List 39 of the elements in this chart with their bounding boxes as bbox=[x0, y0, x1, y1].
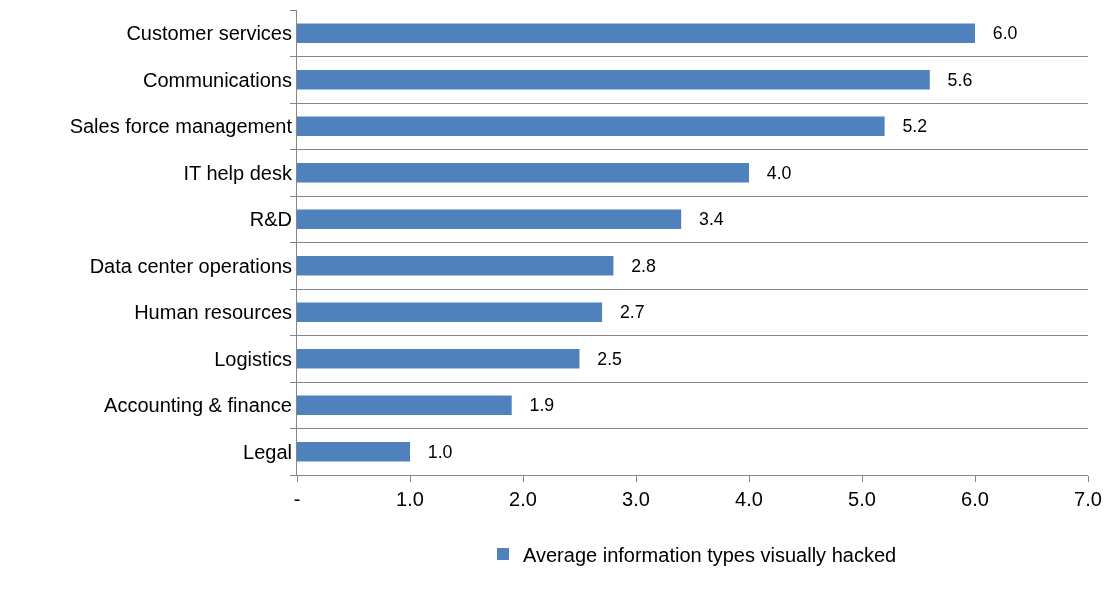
bar bbox=[297, 162, 749, 183]
bar bbox=[297, 69, 930, 90]
bar bbox=[297, 395, 512, 416]
x-tick-label: 7.0 bbox=[1074, 488, 1102, 510]
x-tick-label: 4.0 bbox=[735, 488, 763, 510]
bar bbox=[297, 348, 580, 369]
x-tick-label: 6.0 bbox=[961, 488, 989, 510]
y-tick-label: R&D bbox=[249, 208, 292, 231]
data-label: 5.2 bbox=[887, 116, 928, 137]
data-label: 2.7 bbox=[605, 302, 645, 323]
y-tick-label: Legal bbox=[243, 440, 292, 463]
data-label: 5.6 bbox=[932, 69, 973, 90]
x-tick-label: 2.0 bbox=[509, 488, 537, 510]
bar bbox=[297, 441, 410, 462]
bar bbox=[297, 209, 682, 230]
y-tick-label: Human resources bbox=[134, 301, 292, 324]
bar bbox=[297, 302, 603, 323]
legend-label: Average information types visually hacked bbox=[523, 543, 897, 566]
y-tick-label: IT help desk bbox=[183, 161, 293, 184]
data-label: 1.9 bbox=[514, 395, 555, 416]
y-tick-label: Data center operations bbox=[89, 254, 292, 277]
data-label: 1.0 bbox=[413, 441, 453, 462]
data-label: 6.0 bbox=[978, 23, 1018, 44]
x-tick-label: 3.0 bbox=[622, 488, 650, 510]
y-tick-label: Customer services bbox=[126, 22, 292, 45]
y-tick-label: Accounting & finance bbox=[104, 394, 292, 417]
y-tick-label: Logistics bbox=[214, 347, 292, 370]
x-tick-label: 1.0 bbox=[396, 488, 424, 510]
x-tick-label: - bbox=[293, 488, 301, 510]
bar bbox=[297, 23, 975, 44]
x-tick-label: 5.0 bbox=[848, 488, 876, 510]
data-label: 2.8 bbox=[616, 255, 656, 276]
bar bbox=[297, 255, 614, 276]
y-tick-label: Sales force management bbox=[69, 115, 293, 138]
bar bbox=[297, 116, 885, 137]
y-tick-label: Communications bbox=[143, 68, 292, 91]
data-label: 4.0 bbox=[752, 162, 792, 183]
data-label: 3.4 bbox=[684, 209, 724, 230]
data-label: 2.5 bbox=[582, 348, 623, 369]
